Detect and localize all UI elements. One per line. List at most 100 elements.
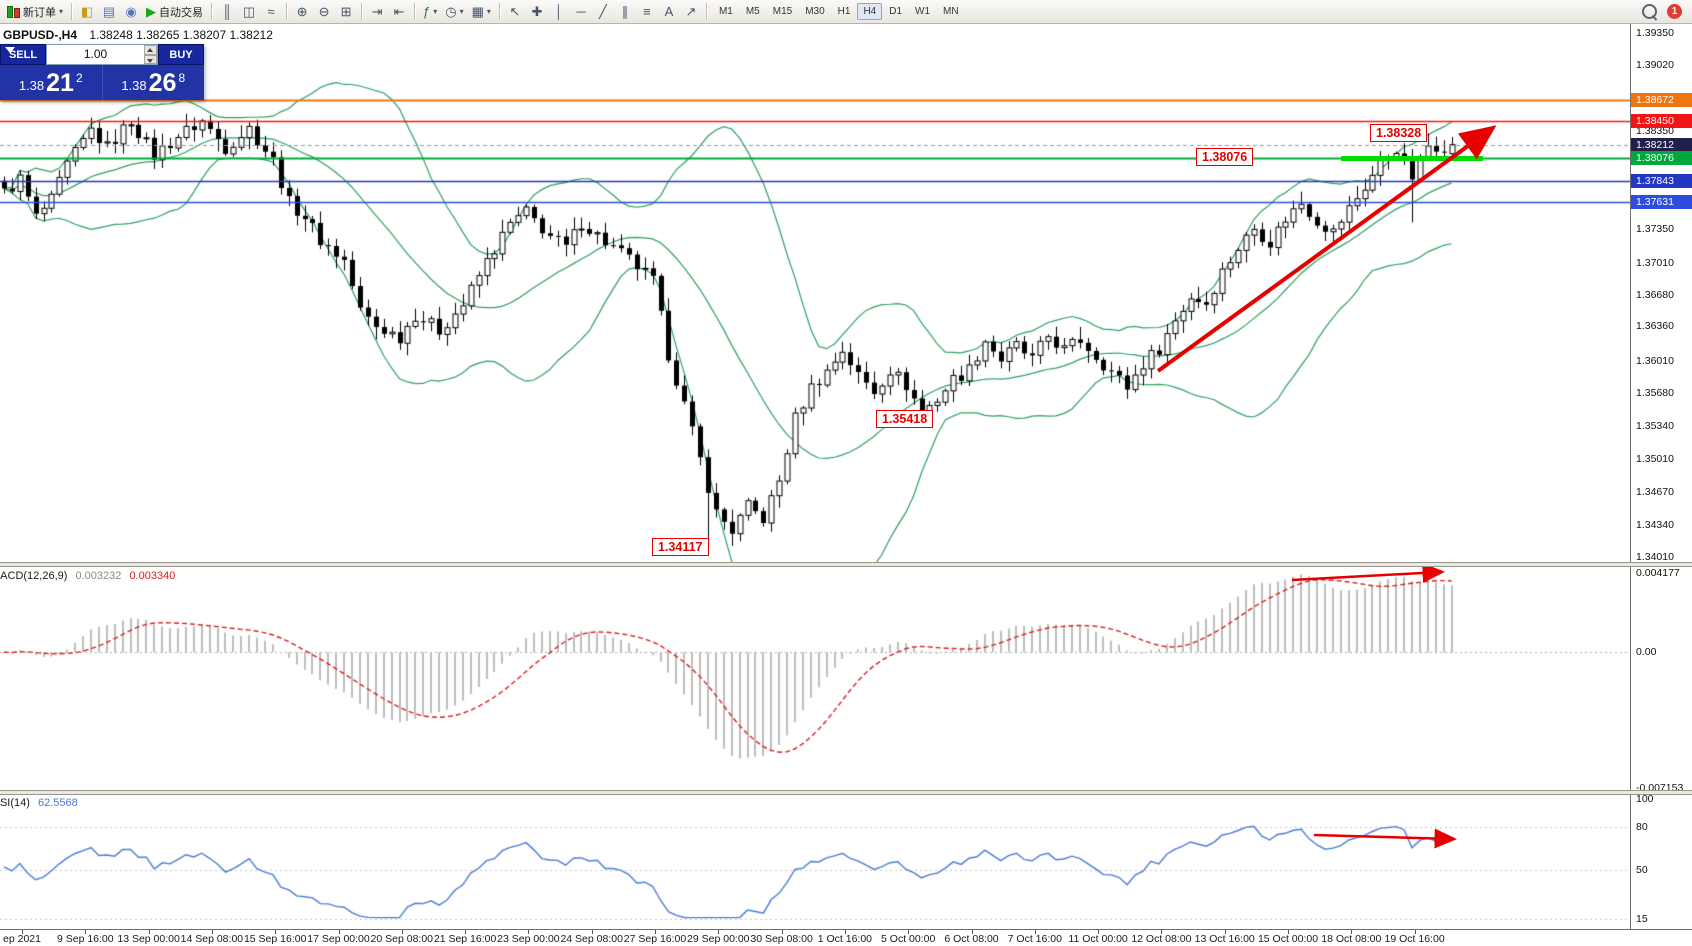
zoom-in-button[interactable]: ⊕ <box>291 2 313 22</box>
chart-shift-button[interactable]: ⇤ <box>388 2 410 22</box>
price-axis-label: 1.37350 <box>1636 223 1674 235</box>
volume-spinner[interactable] <box>144 45 157 64</box>
price-axis-label: 1.34010 <box>1636 551 1674 563</box>
volume-down-icon[interactable] <box>144 54 157 64</box>
arrow-tool-icon: ↗ <box>685 4 697 19</box>
rsi-name: RSI(14) <box>0 797 30 809</box>
time-axis-tick <box>528 930 529 934</box>
sell-price-pips: 21 <box>46 68 74 97</box>
zoom-out-button[interactable]: ⊖ <box>313 2 335 22</box>
sell-price-display[interactable]: 1.38 21 2 <box>0 65 103 100</box>
candlestick-chart-icon: ◫ <box>242 4 256 19</box>
timeframe-mn-button[interactable]: MN <box>937 3 965 20</box>
timeframe-m1-button[interactable]: M1 <box>713 3 739 20</box>
buy-button[interactable]: BUY <box>158 44 204 65</box>
rsi-label: RSI(14) 62.5568 <box>0 797 83 809</box>
time-axis[interactable]: ep 2021 9 Sep 16:00 13 Sep 00:00 14 Sep 08:… <box>0 929 1692 946</box>
time-axis-label: 12 Oct 08:00 <box>1131 933 1192 945</box>
panel-separator[interactable] <box>0 790 1692 795</box>
price-annotation[interactable]: 1.34117 <box>652 538 709 556</box>
one-click-trading-panel: SELL 1.00 BUY 1.38 21 2 1.38 26 8 <box>0 44 204 100</box>
timeframe-m5-button[interactable]: M5 <box>740 3 766 20</box>
templates-button[interactable]: ▦ ▾ <box>468 2 495 22</box>
panel-separator[interactable] <box>0 562 1692 567</box>
cursor-button[interactable]: ↖ <box>504 2 526 22</box>
support-line-segment[interactable] <box>1341 156 1483 161</box>
price-axis[interactable]: 1.39350 1.39020 1.38350 1.37350 1.37010 1.366… <box>1630 24 1692 946</box>
data-window-button[interactable]: ▤ <box>98 2 120 22</box>
time-axis-label: 6 Oct 08:00 <box>944 933 999 945</box>
macd-axis-label: 0.004177 <box>1636 567 1680 579</box>
dropdown-caret-icon: ▾ <box>59 7 64 16</box>
toolbar-separator <box>211 3 213 20</box>
line-chart-icon: ≈ <box>267 4 275 19</box>
time-axis-tick <box>339 930 340 934</box>
timeframe-m30-button[interactable]: M30 <box>799 3 830 20</box>
rsi-panel-canvas[interactable] <box>0 795 1630 929</box>
macd-value-main: 0.003232 <box>75 570 122 582</box>
volume-field[interactable]: 1.00 <box>46 44 158 65</box>
time-axis-label: 1 Oct 16:00 <box>817 933 873 945</box>
time-axis-tick <box>972 930 973 934</box>
fibonacci-button[interactable]: ≡ <box>636 2 658 22</box>
horizontal-line-button[interactable]: ─ <box>570 2 592 22</box>
time-axis-tick <box>212 930 213 934</box>
tile-windows-button[interactable]: ⊞ <box>335 2 357 22</box>
volume-up-icon[interactable] <box>144 45 157 55</box>
price-tag: 1.37631 <box>1631 195 1692 209</box>
time-axis-tick <box>275 930 276 934</box>
panel-collapse-icon[interactable] <box>5 47 15 53</box>
trendline-button[interactable]: ╱ <box>592 2 614 22</box>
timeframe-h4-button[interactable]: H4 <box>857 3 883 20</box>
line-chart-button[interactable]: ≈ <box>260 2 282 22</box>
time-axis-label: 13 Sep 00:00 <box>117 933 180 945</box>
auto-trading-button[interactable]: ▶ 自动交易 <box>142 2 207 22</box>
price-axis-label: 1.35680 <box>1636 387 1674 399</box>
indicators-icon: ƒ <box>423 4 431 19</box>
time-axis-tick <box>908 930 909 934</box>
timeframe-h1-button[interactable]: H1 <box>832 3 857 20</box>
price-annotation[interactable]: 1.35418 <box>876 410 934 428</box>
time-axis-label: 18 Oct 08:00 <box>1321 933 1382 945</box>
timeframe-d1-button[interactable]: D1 <box>883 3 908 20</box>
timeframe-m15-button[interactable]: M15 <box>767 3 798 20</box>
toolbar-separator <box>361 3 363 20</box>
search-icon[interactable] <box>1642 4 1657 19</box>
toolbar-separator <box>286 3 288 20</box>
buy-price-point: 8 <box>178 70 186 85</box>
periods-icon: ◷ <box>445 4 457 19</box>
arrow-tool-button[interactable]: ↗ <box>680 2 702 22</box>
timeframe-group: M1 M5 M15 M30 H1 H4 D1 W1 MN <box>713 3 965 20</box>
candlestick-chart-button[interactable]: ◫ <box>238 2 260 22</box>
notification-badge[interactable]: 1 <box>1667 4 1682 19</box>
main-chart-canvas[interactable] <box>0 24 1630 562</box>
auto-scroll-button[interactable]: ⇥ <box>366 2 388 22</box>
time-axis-tick <box>845 930 846 934</box>
price-annotation[interactable]: 1.38328 <box>1370 124 1428 142</box>
rsi-axis-label: 50 <box>1636 864 1648 876</box>
timeframe-w1-button[interactable]: W1 <box>909 3 936 20</box>
periods-button[interactable]: ◷ ▾ <box>441 2 467 22</box>
time-axis-label: 11 Oct 00:00 <box>1068 933 1128 945</box>
macd-panel-canvas[interactable] <box>0 567 1630 790</box>
bar-chart-button[interactable]: ║ <box>216 2 238 22</box>
time-axis-label: 21 Sep 16:00 <box>433 933 497 945</box>
vertical-line-button[interactable]: │ <box>548 2 570 22</box>
crosshair-button[interactable]: ✚ <box>526 2 548 22</box>
auto-trading-button-label: 自动交易 <box>159 6 204 19</box>
chart-shift-icon: ⇤ <box>393 4 405 19</box>
new-order-button[interactable]: 新订单 ▾ <box>3 2 67 22</box>
volume-value[interactable]: 1.00 <box>83 47 108 61</box>
market-watch-button[interactable]: ◧ <box>76 2 98 22</box>
templates-icon: ▦ <box>471 4 484 19</box>
macd-value-signal: 0.003340 <box>129 570 176 582</box>
text-button[interactable]: A <box>658 2 680 22</box>
price-annotation[interactable]: 1.38076 <box>1196 148 1254 166</box>
alerts-button[interactable]: ◉ <box>120 2 142 22</box>
data-window-icon: ▤ <box>102 4 116 19</box>
channel-button[interactable]: ∥ <box>614 2 636 22</box>
buy-price-display[interactable]: 1.38 26 8 <box>103 65 205 100</box>
auto-trading-icon: ▶ <box>146 4 157 19</box>
indicators-button[interactable]: ƒ ▾ <box>419 2 441 22</box>
time-axis-tick <box>22 930 23 934</box>
